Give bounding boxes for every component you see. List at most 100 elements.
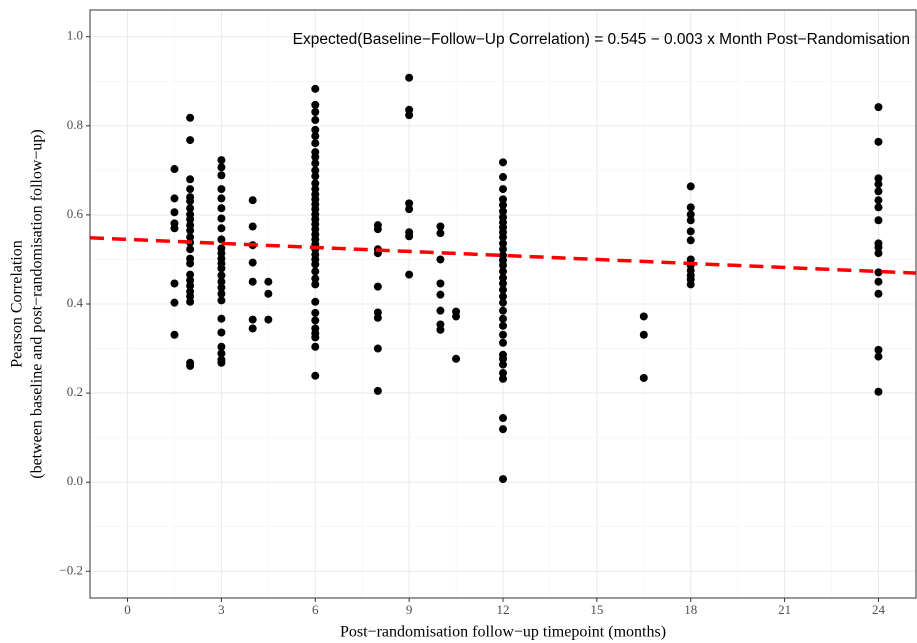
point bbox=[217, 271, 226, 280]
point bbox=[436, 325, 445, 334]
point bbox=[874, 216, 883, 225]
point bbox=[170, 279, 179, 288]
point bbox=[311, 172, 320, 181]
x-axis-title: Post−randomisation follow−up timepoint (… bbox=[340, 624, 666, 641]
y-tick-label: −0.2 bbox=[59, 562, 83, 577]
point bbox=[499, 185, 507, 194]
point bbox=[217, 264, 226, 273]
point bbox=[686, 236, 695, 245]
point bbox=[405, 270, 414, 279]
point bbox=[874, 268, 883, 277]
point bbox=[499, 233, 507, 242]
point bbox=[436, 279, 445, 288]
point bbox=[452, 354, 461, 363]
point bbox=[499, 330, 507, 339]
point bbox=[186, 185, 195, 194]
point bbox=[217, 171, 226, 180]
point bbox=[436, 222, 445, 231]
point bbox=[217, 224, 226, 233]
point bbox=[311, 125, 320, 134]
point bbox=[217, 296, 226, 305]
point bbox=[499, 195, 507, 204]
point bbox=[874, 103, 883, 112]
x-tick-label: 21 bbox=[778, 602, 791, 617]
point bbox=[217, 283, 226, 292]
point bbox=[170, 298, 179, 307]
point bbox=[311, 308, 320, 317]
point bbox=[874, 137, 883, 146]
point bbox=[170, 330, 179, 339]
point bbox=[217, 277, 226, 286]
point bbox=[186, 270, 195, 279]
point bbox=[436, 290, 445, 299]
point bbox=[217, 156, 226, 165]
point bbox=[874, 387, 883, 396]
point bbox=[499, 292, 507, 301]
point bbox=[499, 360, 507, 369]
point bbox=[217, 328, 226, 337]
point bbox=[373, 225, 382, 234]
point bbox=[311, 274, 320, 283]
point bbox=[373, 386, 382, 395]
point bbox=[217, 194, 226, 203]
point bbox=[217, 185, 226, 194]
point bbox=[264, 315, 273, 324]
point bbox=[499, 279, 507, 288]
point bbox=[499, 314, 507, 323]
point bbox=[405, 111, 414, 120]
x-tick-label: 15 bbox=[590, 602, 603, 617]
point bbox=[217, 314, 226, 323]
point bbox=[217, 204, 226, 213]
point bbox=[248, 315, 257, 324]
point bbox=[311, 297, 320, 306]
point bbox=[499, 475, 507, 484]
point bbox=[186, 259, 195, 268]
point bbox=[499, 285, 507, 294]
x-tick-label: 9 bbox=[406, 602, 413, 617]
point bbox=[499, 201, 507, 210]
point bbox=[217, 163, 226, 172]
y-tick-label: 0.4 bbox=[67, 295, 84, 310]
point bbox=[874, 243, 883, 252]
point bbox=[248, 196, 257, 205]
point bbox=[248, 277, 257, 286]
x-tick-label: 3 bbox=[218, 602, 225, 617]
point bbox=[170, 194, 179, 203]
point bbox=[405, 73, 414, 82]
point bbox=[248, 258, 257, 267]
annotation: Expected(Baseline−Follow−Up Correlation)… bbox=[293, 31, 910, 48]
point bbox=[499, 173, 507, 182]
point bbox=[373, 344, 382, 353]
point bbox=[186, 245, 195, 254]
point bbox=[499, 207, 507, 216]
point bbox=[311, 84, 320, 93]
x-tick-label: 0 bbox=[124, 602, 131, 617]
point bbox=[874, 187, 883, 196]
point bbox=[499, 239, 507, 248]
point bbox=[186, 197, 195, 206]
point bbox=[186, 226, 195, 235]
point bbox=[639, 330, 648, 339]
point bbox=[170, 224, 179, 233]
point bbox=[186, 361, 195, 370]
point bbox=[436, 306, 445, 315]
point bbox=[311, 333, 320, 342]
point bbox=[874, 352, 883, 361]
x-tick-label: 12 bbox=[497, 602, 510, 617]
point bbox=[311, 100, 320, 109]
point bbox=[264, 277, 273, 286]
point bbox=[874, 249, 883, 258]
point bbox=[311, 267, 320, 276]
point bbox=[436, 255, 445, 264]
point bbox=[686, 210, 695, 219]
point bbox=[452, 312, 461, 321]
point bbox=[639, 312, 648, 321]
point bbox=[373, 282, 382, 291]
point bbox=[217, 235, 226, 244]
point bbox=[499, 158, 507, 167]
point bbox=[405, 199, 414, 208]
point bbox=[499, 354, 507, 363]
point bbox=[874, 196, 883, 205]
point bbox=[248, 324, 257, 333]
